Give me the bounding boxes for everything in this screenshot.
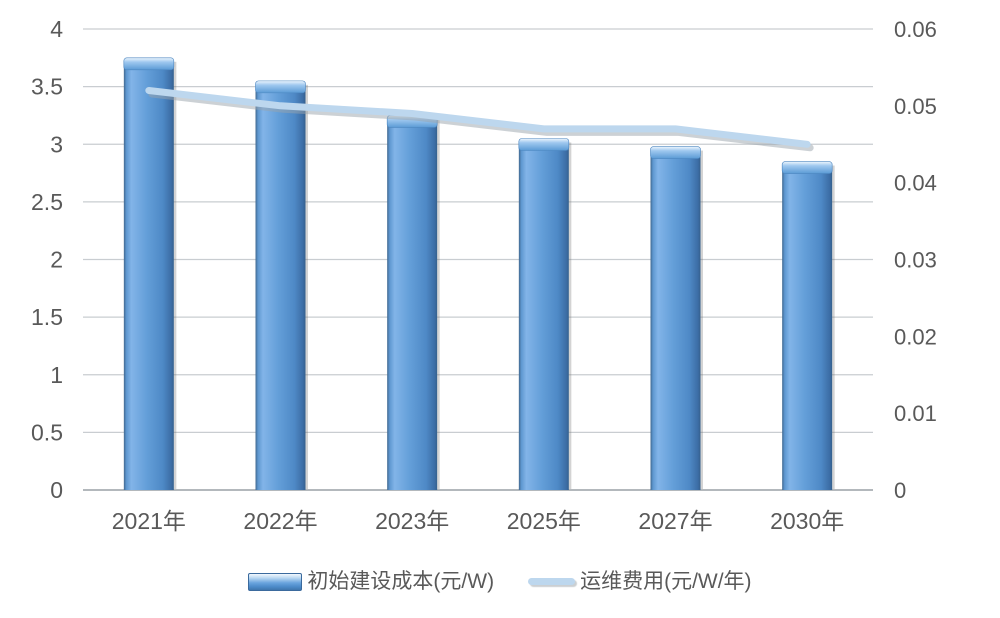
- bar-shadow: [832, 165, 835, 489]
- bar-shadow: [305, 84, 308, 490]
- right-axis-tick-label: 0.02: [894, 324, 937, 349]
- x-axis-category-label: 2030年: [770, 508, 844, 534]
- bar[interactable]: [782, 167, 833, 490]
- right-axis-tick-label: 0.01: [894, 401, 937, 426]
- left-axis-tick-label: 0.5: [31, 419, 63, 445]
- left-axis-tick-label: 3: [50, 131, 63, 157]
- line-series-swatch-icon: [528, 578, 576, 586]
- x-axis-category-label: 2023年: [375, 508, 449, 534]
- bar-series-swatch-icon: [248, 572, 303, 591]
- x-axis-category-label: 2025年: [507, 508, 581, 534]
- right-axis-tick-label: 0.04: [894, 171, 937, 196]
- left-axis-tick-label: 2.5: [31, 189, 63, 215]
- bar[interactable]: [123, 63, 174, 490]
- bar[interactable]: [255, 86, 306, 491]
- right-axis-tick-label: 0.05: [894, 94, 937, 119]
- right-axis-tick-label: 0: [894, 478, 906, 503]
- line-series[interactable]: [145, 87, 811, 148]
- bar-shadow: [568, 142, 572, 490]
- x-axis-category-label: 2021年: [112, 508, 186, 534]
- left-axis-tick-label: 1: [50, 362, 63, 388]
- bar-series-label: 初始建设成本(元/W): [307, 570, 495, 593]
- right-axis-tick-label: 0.06: [894, 17, 937, 42]
- bar[interactable]: [387, 121, 438, 490]
- bar-shadow: [173, 61, 177, 489]
- left-axis-tick-label: 1.5: [31, 304, 63, 330]
- legend-item-line-series[interactable]: 运维费用(元/W/年): [528, 569, 752, 594]
- x-axis-category-label: 2022年: [243, 508, 317, 534]
- chart-legend: 初始建设成本(元/W) 运维费用(元/W/年): [0, 569, 1000, 594]
- right-axis-tick-label: 0.03: [894, 248, 937, 273]
- left-axis-tick-label: 2: [50, 247, 63, 273]
- bar[interactable]: [650, 152, 701, 490]
- x-axis-category-label: 2027年: [638, 508, 712, 534]
- bar[interactable]: [518, 144, 569, 491]
- bar-top-bevel: [650, 146, 701, 159]
- bar-shadow: [437, 119, 440, 489]
- line-series-label: 运维费用(元/W/年): [580, 570, 752, 593]
- left-axis-tick-label: 0: [50, 477, 63, 503]
- bar-top-bevel: [123, 57, 175, 71]
- bar-shadow: [700, 150, 703, 489]
- bar-top-bevel: [518, 138, 570, 151]
- left-axis-tick-label: 3.5: [31, 74, 63, 100]
- left-axis-tick-label: 4: [50, 16, 63, 42]
- legend-item-bar-series[interactable]: 初始建设成本(元/W): [248, 569, 494, 594]
- bar-top-bevel: [255, 80, 306, 94]
- bar-top-bevel: [781, 161, 833, 174]
